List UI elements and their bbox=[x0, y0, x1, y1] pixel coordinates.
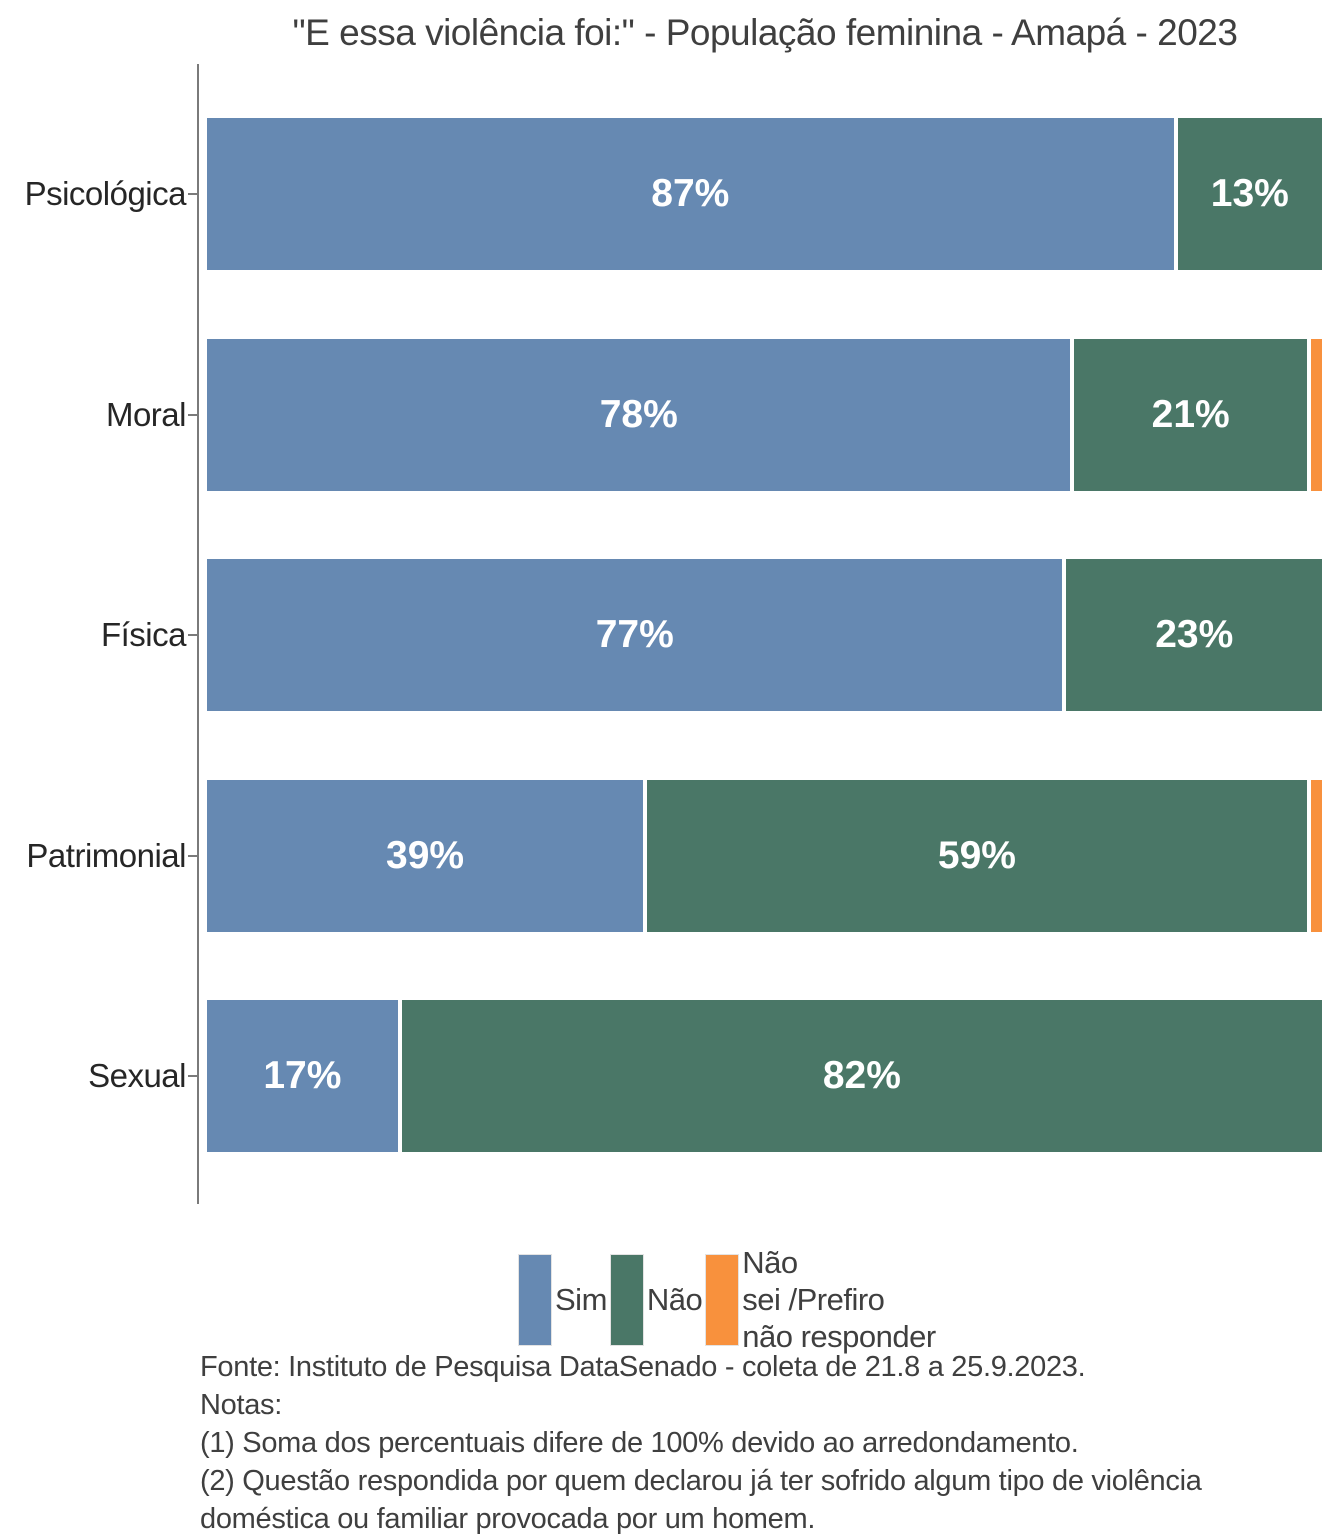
bar-segment: 39% bbox=[207, 780, 644, 932]
bar-value-label: 87% bbox=[651, 172, 730, 215]
bar-segment: 13% bbox=[1177, 118, 1322, 270]
note-line: (1) Soma dos percentuais difere de 100% … bbox=[200, 1427, 1079, 1459]
legend-swatch bbox=[518, 1253, 552, 1346]
category-label: Sexual bbox=[88, 1057, 186, 1094]
category-label: Física bbox=[100, 616, 187, 653]
axis-tick bbox=[188, 854, 198, 857]
category-label: Psicológica bbox=[24, 175, 187, 212]
bar-row: 87% 13% bbox=[207, 118, 1322, 270]
note-line: (2) Questão respondida por quem declarou… bbox=[200, 1465, 1202, 1535]
bar-segment: 82% bbox=[401, 1000, 1322, 1152]
bar-row: 39% 59% bbox=[207, 780, 1323, 932]
bar-segment: 59% bbox=[647, 780, 1307, 932]
legend-label: Não sei /Prefiro não responder bbox=[742, 1245, 936, 1354]
legend-swatch bbox=[609, 1253, 644, 1346]
chart-title: "E essa violência foi:" - População femi… bbox=[292, 12, 1238, 53]
bar-value-label: 77% bbox=[595, 613, 674, 656]
bar-segment: 21% bbox=[1074, 339, 1307, 491]
axis-tick bbox=[188, 1075, 198, 1077]
category-label: Moral bbox=[105, 395, 187, 433]
legend: Sim Não Não sei /Prefiro não responder bbox=[518, 1244, 939, 1355]
bar-segment: 17% bbox=[207, 1000, 398, 1152]
bar-value-label: 21% bbox=[1151, 393, 1230, 436]
legend-label: Não bbox=[646, 1282, 703, 1317]
bar-value-label: 39% bbox=[386, 834, 465, 877]
bar-segment: 87% bbox=[207, 118, 1174, 270]
axis-tick bbox=[188, 634, 198, 636]
bar-row: 78% 21% bbox=[207, 339, 1322, 491]
bar-value-label: 23% bbox=[1155, 613, 1234, 656]
axis-tick bbox=[188, 193, 198, 195]
bar-row: 17% 82% bbox=[207, 1000, 1322, 1152]
note-line: Notas: bbox=[200, 1389, 283, 1421]
legend-item: Não bbox=[609, 1253, 705, 1346]
bar-segment: 23% bbox=[1066, 559, 1322, 711]
legend-label: Sim bbox=[555, 1282, 607, 1317]
legend-swatch bbox=[705, 1253, 740, 1346]
y-axis-line bbox=[197, 64, 199, 1204]
footer-notes: Fonte: Instituto de Pesquisa DataSenado … bbox=[200, 1348, 1305, 1536]
legend-item: Não sei /Prefiro não responder bbox=[705, 1244, 938, 1355]
bar-segment: 77% bbox=[207, 559, 1063, 711]
source-note: Fonte: Instituto de Pesquisa DataSenado … bbox=[200, 1351, 1086, 1383]
bar-value-label: 13% bbox=[1210, 172, 1289, 215]
bar-segment bbox=[1310, 339, 1322, 491]
bar-value-label: 59% bbox=[937, 834, 1016, 877]
bar-row: 77% 23% bbox=[207, 559, 1322, 711]
bar-segment bbox=[1310, 780, 1323, 932]
bar-value-label: 78% bbox=[599, 393, 678, 436]
bar-value-label: 17% bbox=[263, 1054, 342, 1097]
axis-tick bbox=[188, 413, 198, 416]
bar-value-label: 82% bbox=[822, 1054, 901, 1097]
legend-item: Sim bbox=[518, 1253, 610, 1346]
category-label: Patrimonial bbox=[26, 836, 186, 874]
bar-segment: 78% bbox=[207, 339, 1071, 491]
